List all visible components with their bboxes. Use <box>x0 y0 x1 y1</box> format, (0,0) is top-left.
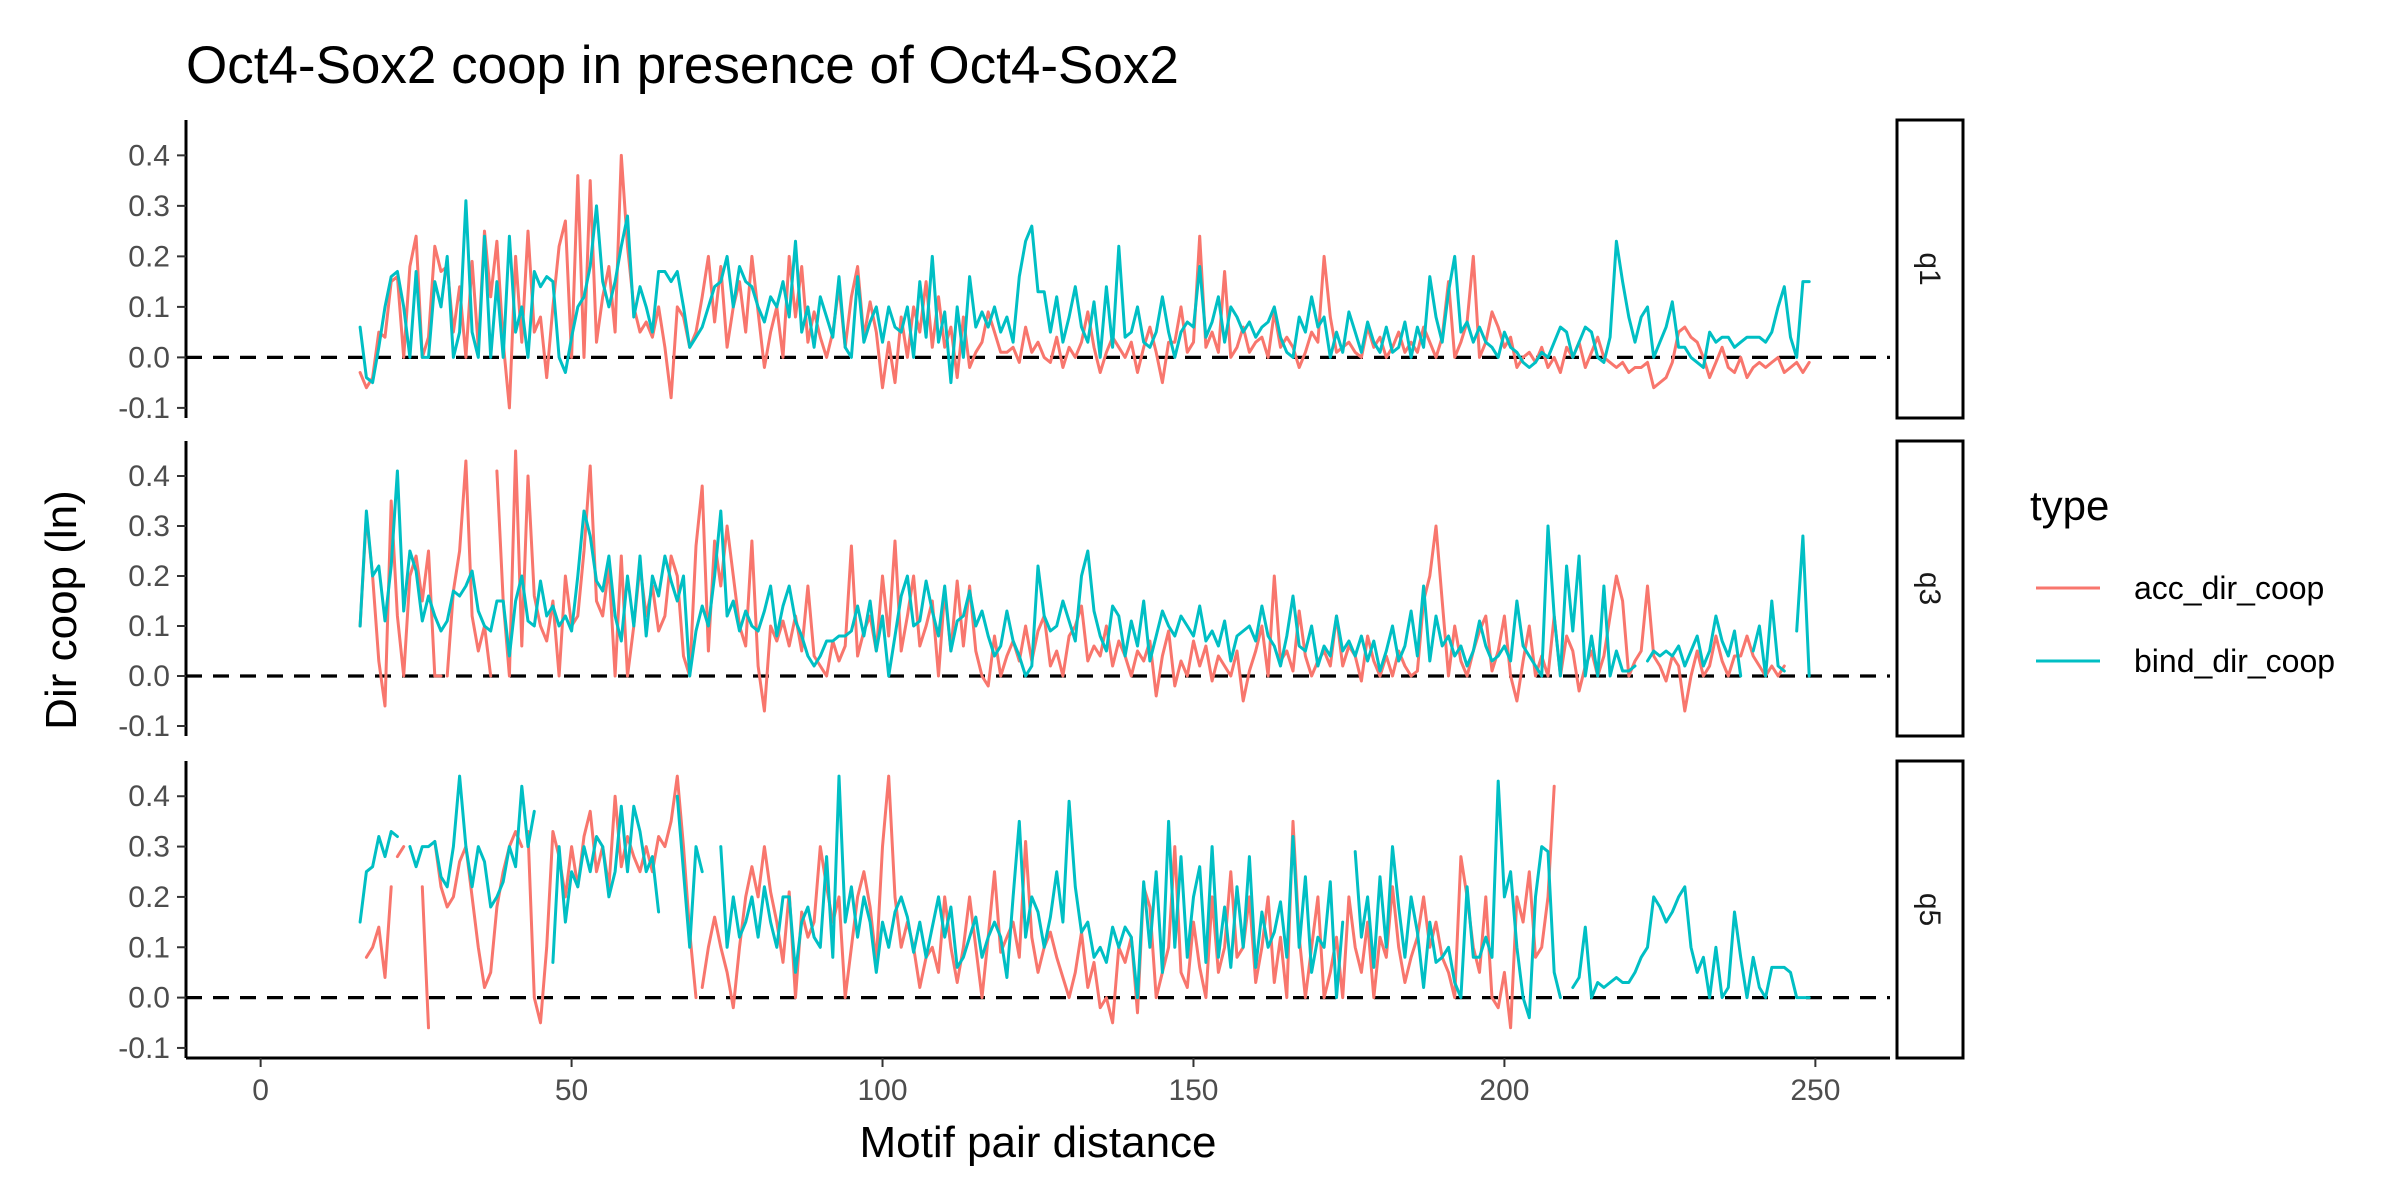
y-tick-label: 0.0 <box>128 660 170 693</box>
x-axis-title: Motif pair distance <box>859 1118 1216 1167</box>
y-tick-label: 0.3 <box>128 510 170 543</box>
y-tick-label: 0.0 <box>128 341 170 374</box>
x-tick-label: 100 <box>857 1074 907 1107</box>
x-tick-label: 250 <box>1790 1074 1840 1107</box>
legend: type acc_dir_coop bind_dir_coop <box>2030 482 2335 679</box>
series-line-bind_dir_coop <box>358 774 1811 1020</box>
legend-title: type <box>2030 482 2109 529</box>
y-tick-label: 0.0 <box>128 982 170 1015</box>
facet-strip <box>1895 759 1965 1060</box>
y-tick-label: 0.4 <box>128 139 170 172</box>
x-axis: 0 50 100 150 200 250 <box>186 1056 1890 1107</box>
chart-title: Oct4-Sox2 coop in presence of Oct4-Sox2 <box>186 36 1179 95</box>
y-tick-label: 0.4 <box>128 460 170 493</box>
legend-label-acc_dir_coop: acc_dir_coop <box>2134 570 2324 606</box>
series-line-acc_dir_coop <box>364 774 1556 1030</box>
y-tick-label: -0.1 <box>118 710 170 743</box>
y-tick-label: 0.3 <box>128 831 170 864</box>
series-line-acc_dir_coop <box>358 449 1786 713</box>
facet-panel-q5: -0.1 0.0 0.1 0.2 0.3 0.4 q5 <box>118 759 1965 1065</box>
y-tick-label: -0.1 <box>118 392 170 425</box>
y-tick-label: 0.1 <box>128 931 170 964</box>
facet-strip-label: q3 <box>1913 572 1946 605</box>
x-tick-label: 50 <box>555 1074 588 1107</box>
y-tick-label: 0.2 <box>128 240 170 273</box>
facet-strip <box>1895 439 1965 738</box>
facet-panel-q3: -0.1 0.0 0.1 0.2 0.3 0.4 q3 <box>118 439 1965 743</box>
y-tick-label: 0.2 <box>128 881 170 914</box>
y-tick-label: 0.4 <box>128 780 170 813</box>
x-tick-label: 200 <box>1479 1074 1529 1107</box>
y-tick-label: 0.3 <box>128 190 170 223</box>
series-line-bind_dir_coop <box>358 469 1811 678</box>
facet-strip <box>1895 118 1965 420</box>
facet-panels: -0.1 0.0 0.1 0.2 0.3 0.4 q1 -0.1 0.0 0.1 0.2 0.3 0.4… <box>118 118 1965 1065</box>
y-tick-label: 0.1 <box>128 291 170 324</box>
x-tick-label: 0 <box>252 1074 269 1107</box>
y-tick-label: 0.2 <box>128 560 170 593</box>
facet-strip-label: q5 <box>1913 893 1946 926</box>
facet-panel-q1: -0.1 0.0 0.1 0.2 0.3 0.4 q1 <box>118 118 1965 425</box>
series-line-acc_dir_coop <box>358 153 1811 410</box>
legend-label-bind_dir_coop: bind_dir_coop <box>2134 643 2335 679</box>
y-axis-title: Dir coop (ln) <box>37 490 86 730</box>
y-tick-label: -0.1 <box>118 1032 170 1065</box>
x-tick-label: 150 <box>1168 1074 1218 1107</box>
facet-strip-label: q1 <box>1913 252 1946 285</box>
series-line-bind_dir_coop <box>358 199 1811 385</box>
y-tick-label: 0.1 <box>128 610 170 643</box>
